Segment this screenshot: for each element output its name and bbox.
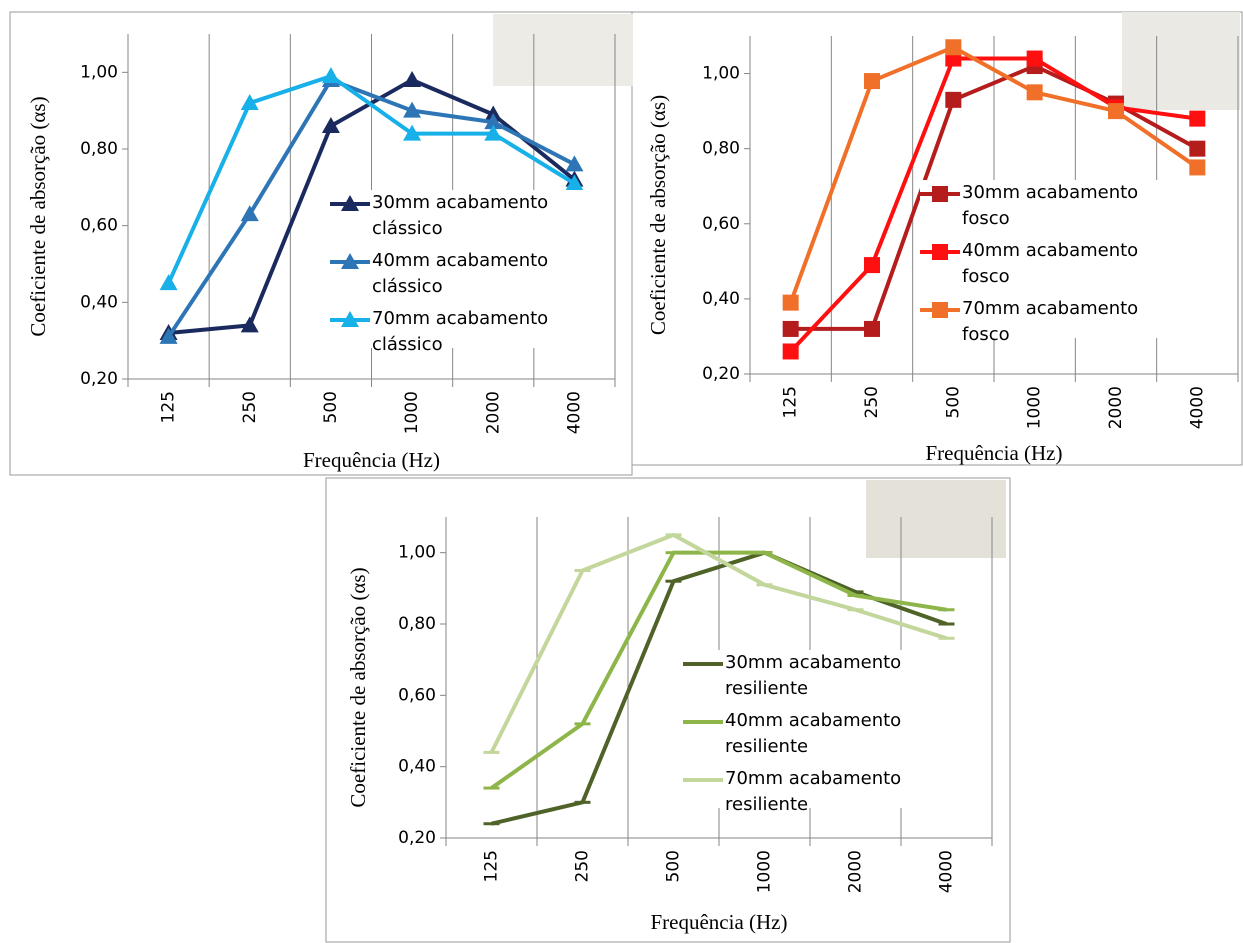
legend-entry: 40mm acabamento clássico	[372, 248, 597, 304]
texture-sample	[493, 14, 633, 86]
marker	[1027, 84, 1043, 100]
legend-entry: 40mm acabamento resiliente	[725, 708, 950, 764]
x-tick-label: 4000	[1187, 386, 1207, 429]
texture-sample	[1122, 12, 1240, 110]
y-tick-label: 0,40	[702, 289, 740, 309]
y-tick-label: 0,20	[702, 364, 740, 384]
y-tick-label: 0,60	[80, 216, 118, 236]
legend-label: 40mm acabamento clássico	[372, 248, 597, 300]
legend-label: 40mm acabamento resiliente	[725, 708, 950, 760]
marker	[565, 155, 583, 171]
marker	[864, 73, 880, 89]
legend-entry: 30mm acabamento fosco	[962, 180, 1187, 236]
x-tick-label: 1000	[402, 391, 422, 434]
marker	[1189, 141, 1205, 157]
x-tick-label: 500	[664, 850, 684, 882]
legend-label: 30mm acabamento clássico	[372, 190, 597, 242]
legend-entry: 70mm acabamento resiliente	[725, 766, 950, 822]
marker	[160, 274, 178, 290]
y-tick-label: 1,00	[398, 543, 436, 563]
legend-entry: 30mm acabamento resiliente	[725, 650, 950, 706]
y-tick-label: 0,20	[398, 828, 436, 848]
x-axis-title: Frequência (Hz)	[925, 441, 1062, 465]
marker	[932, 302, 948, 318]
y-tick-label: 0,20	[80, 369, 118, 389]
x-tick-label: 250	[573, 850, 593, 882]
x-tick-label: 500	[943, 386, 963, 418]
marker	[403, 71, 421, 87]
y-tick-label: 1,00	[702, 64, 740, 84]
y-tick-label: 0,60	[702, 214, 740, 234]
legend-entry: 70mm acabamento clássico	[372, 306, 597, 362]
x-tick-label: 1000	[1025, 386, 1045, 429]
legend-label: 70mm acabamento fosco	[962, 296, 1187, 348]
marker	[783, 343, 799, 359]
texture-sample	[866, 480, 1006, 558]
x-axis-title: Frequência (Hz)	[303, 448, 440, 472]
x-axis-title: Frequência (Hz)	[650, 910, 787, 934]
x-tick-label: 250	[240, 391, 260, 423]
x-tick-label: 1000	[755, 850, 775, 893]
y-tick-label: 0,60	[398, 685, 436, 705]
x-tick-label: 125	[482, 850, 502, 882]
y-tick-label: 1,00	[80, 62, 118, 82]
y-tick-label: 0,40	[80, 292, 118, 312]
x-tick-label: 2000	[483, 391, 503, 434]
marker	[1027, 51, 1043, 67]
marker	[945, 39, 961, 55]
marker	[932, 186, 948, 202]
x-tick-label: 125	[781, 386, 801, 418]
legend-label: 30mm acabamento fosco	[962, 180, 1187, 232]
y-axis-title: Coeficiente de absorção (αs)	[646, 95, 670, 335]
marker	[864, 321, 880, 337]
y-tick-label: 0,40	[398, 757, 436, 777]
marker	[322, 117, 340, 133]
x-tick-label: 4000	[564, 391, 584, 434]
legend-label: 40mm acabamento fosco	[962, 238, 1187, 290]
marker	[932, 244, 948, 260]
figure: 0,20 0,40 0,60 0,80 1,00 125 250 500 1000 2000 400…	[0, 0, 1243, 943]
x-tick-label: 2000	[846, 850, 866, 893]
marker	[322, 67, 340, 83]
marker	[1108, 103, 1124, 119]
legend-label: 70mm acabamento clássico	[372, 306, 597, 358]
legend-label: 30mm acabamento resiliente	[725, 650, 950, 702]
x-tick-label: 125	[159, 391, 179, 423]
marker	[783, 295, 799, 311]
marker	[864, 257, 880, 273]
marker	[783, 321, 799, 337]
y-tick-label: 0,80	[702, 139, 740, 159]
legend-label: 70mm acabamento resiliente	[725, 766, 950, 818]
x-tick-label: 4000	[937, 850, 957, 893]
x-tick-label: 500	[321, 391, 341, 423]
y-tick-label: 0,80	[80, 139, 118, 159]
marker	[945, 92, 961, 108]
marker	[1189, 159, 1205, 175]
legend-entry: 70mm acabamento fosco	[962, 296, 1187, 352]
y-axis-title: Coeficiente de absorção (αs)	[346, 567, 370, 807]
y-axis-title: Coeficiente de absorção (αs)	[26, 96, 50, 336]
x-tick-label: 250	[862, 386, 882, 418]
marker	[1189, 111, 1205, 127]
legend-entry: 30mm acabamento clássico	[372, 190, 597, 246]
y-tick-label: 0,80	[398, 614, 436, 634]
x-tick-label: 2000	[1106, 386, 1126, 429]
legend-entry: 40mm acabamento fosco	[962, 238, 1187, 294]
